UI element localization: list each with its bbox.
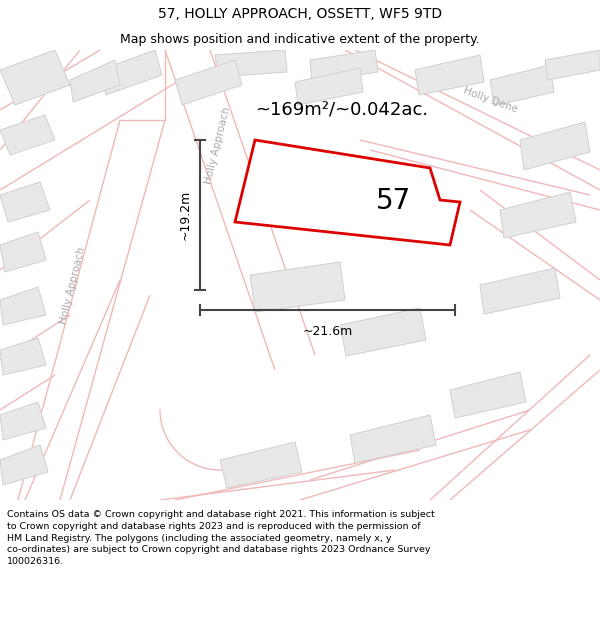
Polygon shape (500, 192, 576, 238)
Polygon shape (0, 182, 50, 222)
Text: ~19.2m: ~19.2m (179, 190, 192, 240)
Text: Holly Approach: Holly Approach (59, 246, 88, 324)
Polygon shape (415, 55, 484, 95)
Polygon shape (235, 140, 460, 245)
Polygon shape (0, 232, 46, 272)
Polygon shape (310, 50, 378, 82)
Polygon shape (100, 50, 162, 95)
Polygon shape (0, 287, 46, 325)
Polygon shape (350, 415, 436, 463)
Polygon shape (0, 445, 48, 485)
Polygon shape (220, 442, 302, 488)
Polygon shape (175, 60, 242, 105)
Polygon shape (0, 115, 55, 155)
Polygon shape (255, 152, 345, 202)
Text: ~169m²/~0.042ac.: ~169m²/~0.042ac. (255, 101, 428, 119)
Text: 57: 57 (376, 187, 411, 215)
Polygon shape (0, 402, 46, 440)
Text: Contains OS data © Crown copyright and database right 2021. This information is : Contains OS data © Crown copyright and d… (7, 510, 435, 566)
Polygon shape (215, 50, 287, 77)
Polygon shape (0, 50, 70, 105)
Polygon shape (70, 60, 120, 102)
Polygon shape (340, 308, 426, 356)
Text: ~21.6m: ~21.6m (302, 325, 353, 338)
Text: Holly Dene: Holly Dene (461, 86, 518, 114)
Polygon shape (295, 68, 363, 105)
Polygon shape (0, 338, 46, 375)
Text: 57, HOLLY APPROACH, OSSETT, WF5 9TD: 57, HOLLY APPROACH, OSSETT, WF5 9TD (158, 7, 442, 21)
Polygon shape (545, 50, 600, 80)
Polygon shape (250, 262, 345, 312)
Polygon shape (520, 122, 590, 170)
Polygon shape (480, 268, 560, 314)
Text: Map shows position and indicative extent of the property.: Map shows position and indicative extent… (120, 32, 480, 46)
Text: Holly Approach: Holly Approach (203, 106, 232, 184)
Polygon shape (450, 372, 526, 418)
Polygon shape (490, 65, 554, 106)
